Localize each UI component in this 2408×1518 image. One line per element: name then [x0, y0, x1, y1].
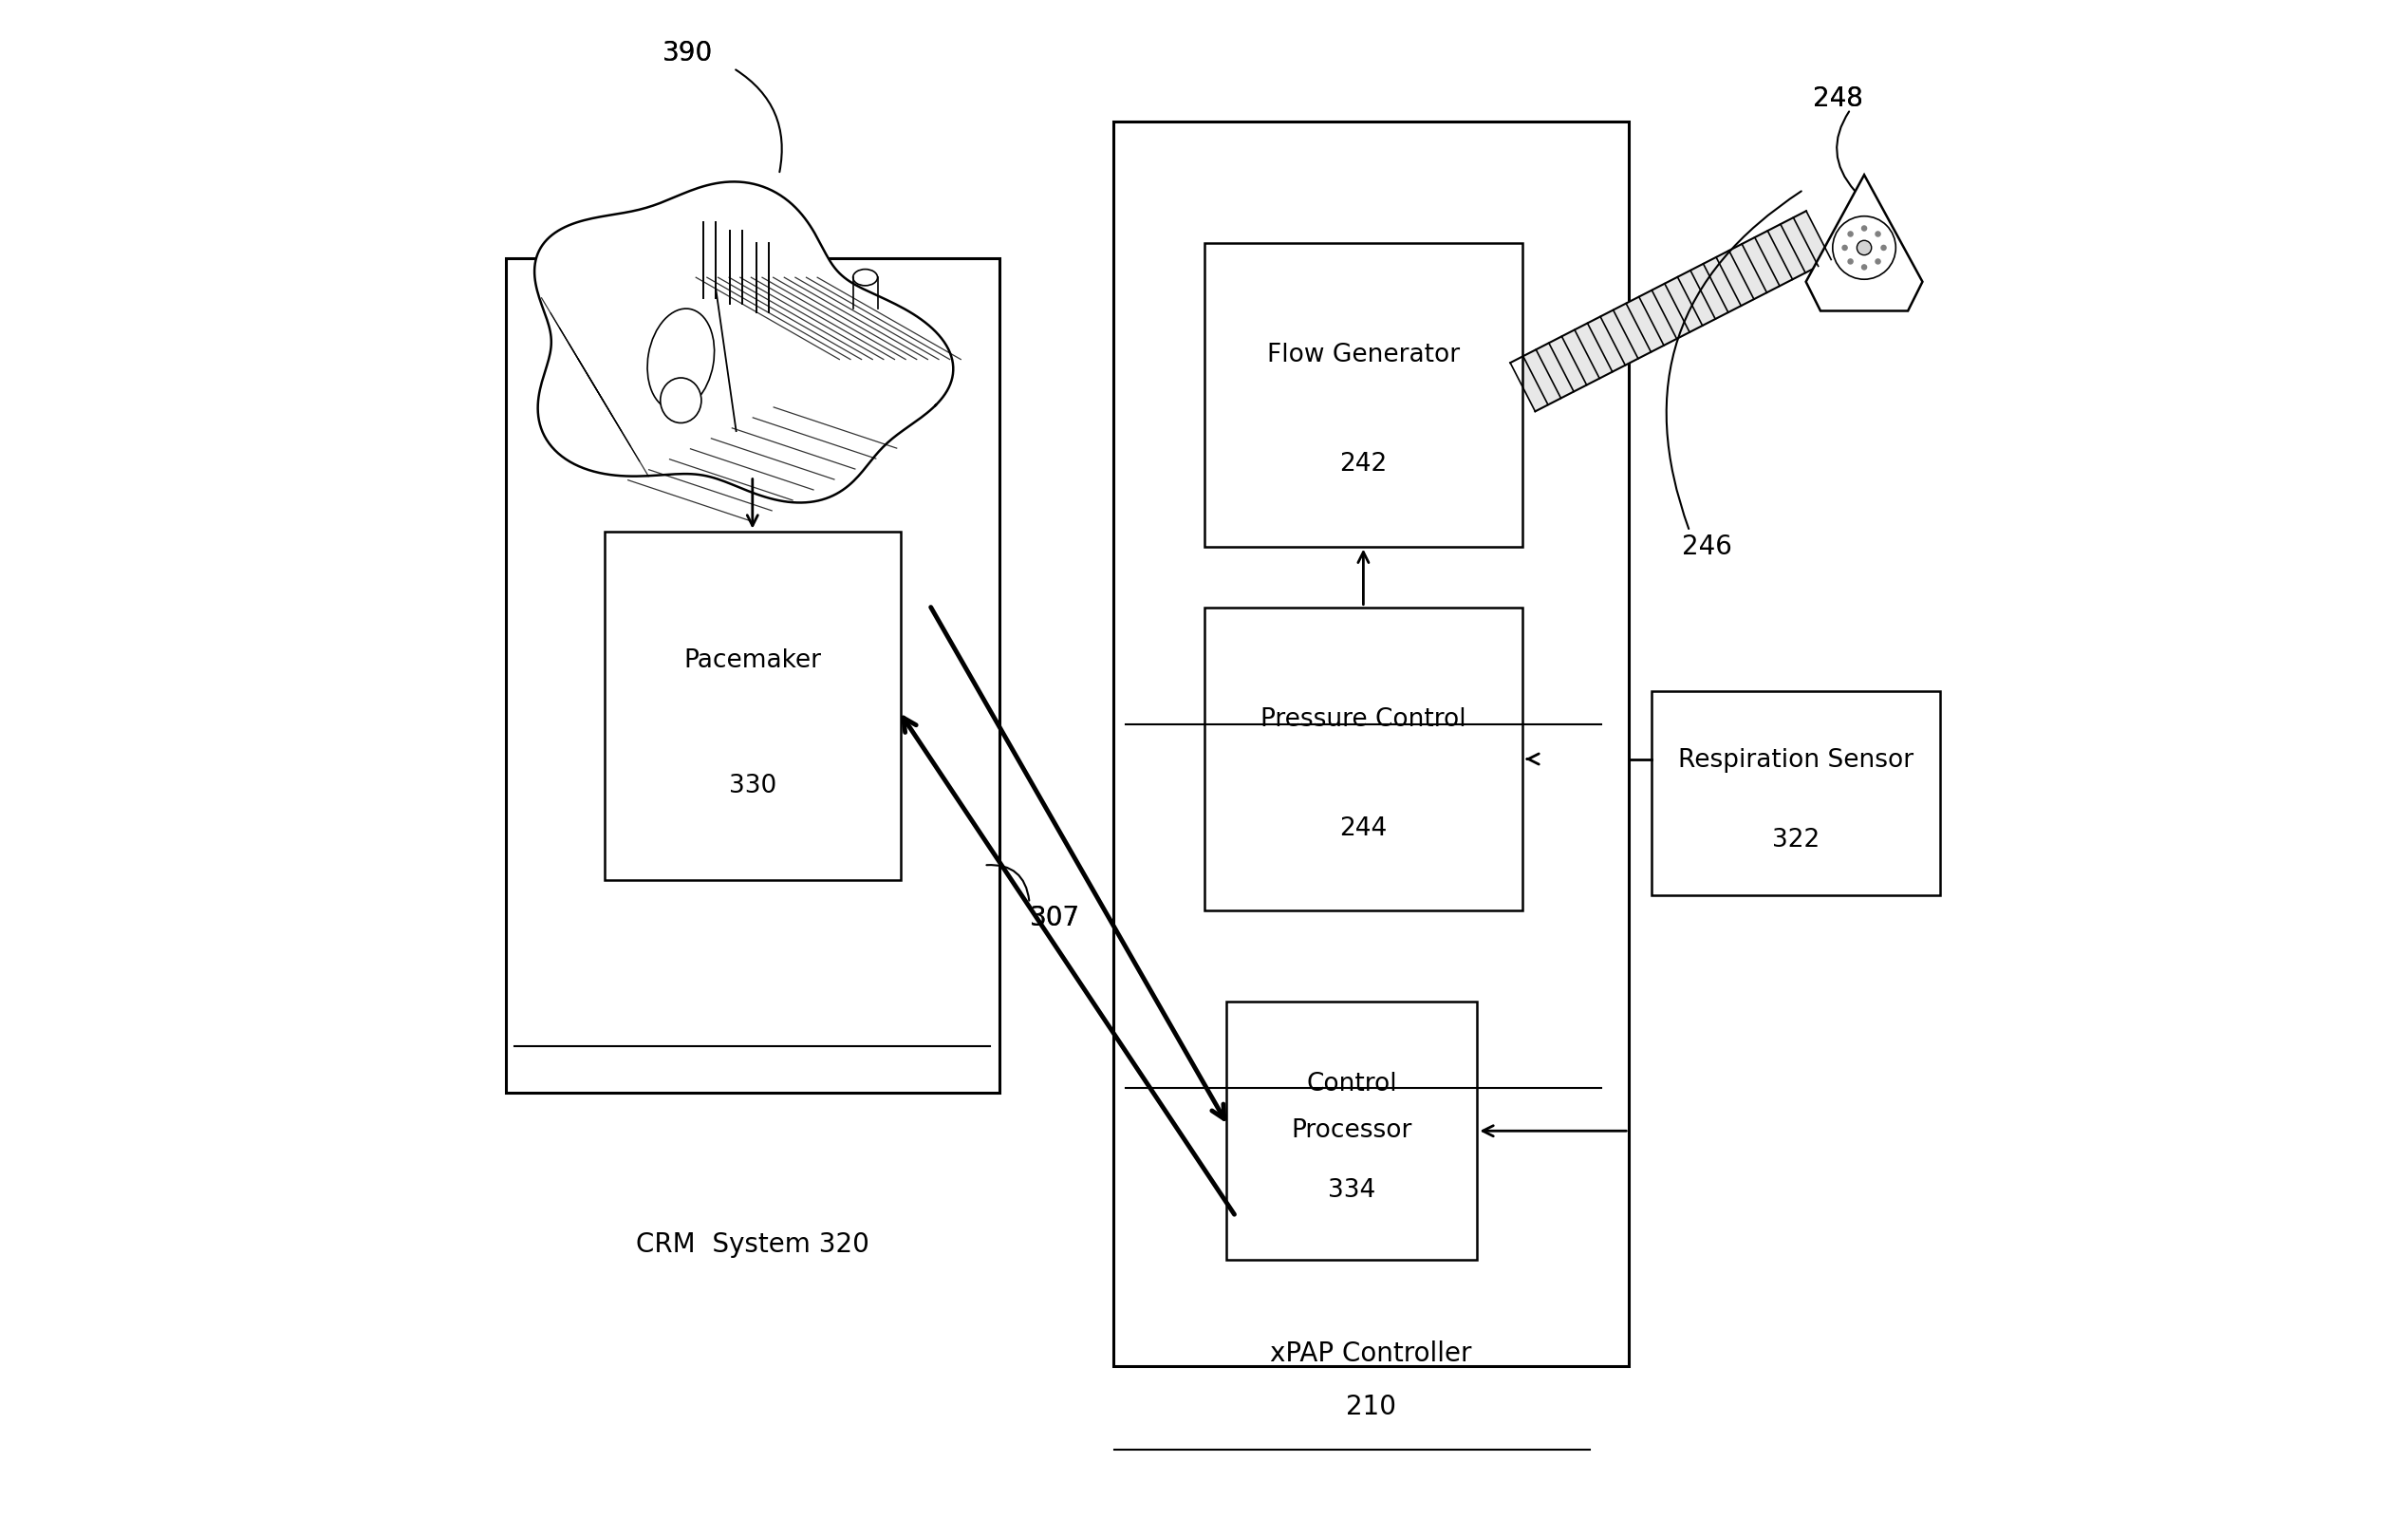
Ellipse shape — [852, 269, 877, 285]
Circle shape — [1847, 232, 1852, 237]
Circle shape — [1832, 216, 1895, 279]
Bar — [1204, 607, 1522, 911]
Polygon shape — [535, 182, 954, 502]
Text: Pressure Control: Pressure Control — [1259, 707, 1466, 732]
Text: 390: 390 — [662, 39, 713, 67]
Circle shape — [1842, 246, 1847, 250]
Text: 390: 390 — [662, 39, 713, 67]
Text: Processor: Processor — [1291, 1119, 1413, 1143]
Text: 246: 246 — [1683, 533, 1731, 560]
Text: 334: 334 — [1329, 1178, 1375, 1202]
Ellipse shape — [660, 378, 701, 424]
Circle shape — [1881, 246, 1885, 250]
Circle shape — [1876, 260, 1881, 264]
Polygon shape — [1510, 211, 1830, 411]
Text: xPAP Controller: xPAP Controller — [1269, 1340, 1471, 1368]
Bar — [604, 531, 901, 880]
Text: 242: 242 — [1339, 452, 1387, 477]
Circle shape — [1861, 264, 1866, 270]
Bar — [1652, 691, 1941, 896]
Ellipse shape — [648, 308, 715, 410]
Text: 307: 307 — [1031, 905, 1079, 932]
Text: Pacemaker: Pacemaker — [684, 648, 821, 672]
Text: 248: 248 — [1813, 85, 1864, 112]
Text: 210: 210 — [1346, 1394, 1397, 1421]
Polygon shape — [1806, 175, 1922, 311]
Circle shape — [1861, 226, 1866, 231]
Circle shape — [1857, 240, 1871, 255]
Bar — [506, 258, 999, 1093]
Text: Respiration Sensor: Respiration Sensor — [1678, 748, 1914, 773]
Bar — [1112, 121, 1628, 1366]
Text: 322: 322 — [1772, 827, 1820, 853]
Text: 307: 307 — [1031, 905, 1079, 932]
Text: Control: Control — [1308, 1072, 1397, 1098]
Bar — [1226, 1002, 1476, 1260]
Circle shape — [1876, 232, 1881, 237]
Text: 244: 244 — [1339, 817, 1387, 841]
Text: 330: 330 — [730, 774, 775, 798]
Text: 248: 248 — [1813, 85, 1864, 112]
Text: Flow Generator: Flow Generator — [1267, 343, 1459, 367]
Circle shape — [1847, 260, 1852, 264]
Text: CRM  System 320: CRM System 320 — [636, 1231, 869, 1258]
Bar — [1204, 243, 1522, 546]
